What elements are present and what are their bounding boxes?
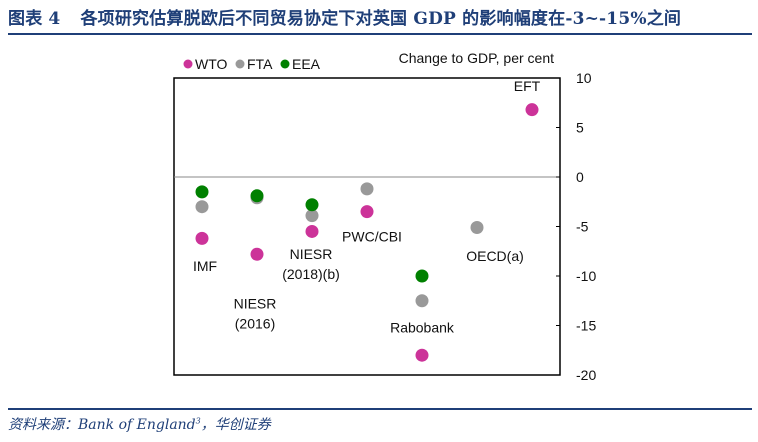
study-label: EFT	[514, 78, 541, 94]
source-suffix: ，华创证券	[200, 417, 271, 433]
figure-number: 4	[48, 9, 61, 29]
y-axis-label: Change to GDP, per cent	[399, 50, 555, 66]
study-label: PWC/CBI	[342, 228, 402, 244]
study-label: OECD(a)	[466, 248, 524, 264]
source-prefix: 资料来源：	[8, 417, 78, 433]
legend-marker-eea	[280, 59, 290, 69]
point-wto	[415, 348, 429, 362]
legend-label-fta: FTA	[247, 56, 273, 72]
source-footnote: 3	[195, 416, 201, 426]
point-wto	[305, 224, 319, 238]
point-eea	[305, 198, 319, 212]
point-wto	[250, 247, 264, 261]
plot-frame	[173, 77, 561, 376]
y-tick-label: 5	[576, 120, 584, 136]
point-wto	[360, 205, 374, 219]
study-label: IMF	[193, 258, 217, 274]
point-fta	[415, 294, 429, 308]
study-label: NIESR	[234, 296, 277, 312]
title-divider	[8, 33, 752, 35]
point-fta	[470, 220, 484, 234]
point-eea	[250, 189, 264, 203]
point-wto	[525, 103, 539, 117]
study-label: Rabobank	[390, 319, 455, 335]
source-divider	[8, 408, 752, 410]
point-fta	[305, 209, 319, 223]
point-eea	[415, 269, 429, 283]
y-tick-label: -20	[576, 367, 596, 383]
figure-label: 图表	[8, 9, 43, 29]
study-label: (2018)(b)	[282, 266, 340, 282]
legend-marker-wto	[183, 59, 193, 69]
point-wto	[195, 231, 209, 245]
legend-label-wto: WTO	[195, 56, 228, 72]
point-fta	[360, 182, 374, 196]
y-tick-label: -10	[576, 268, 596, 284]
point-fta	[195, 200, 209, 214]
y-tick-label: -5	[576, 219, 589, 235]
study-label: NIESR	[290, 246, 333, 262]
point-eea	[195, 185, 209, 199]
figure-title-text: 各项研究估算脱欧后不同贸易协定下对英国 GDP 的影响幅度在-3~-15%之间	[80, 9, 682, 29]
y-tick-label: -15	[576, 318, 596, 334]
legend-label-eea: EEA	[292, 56, 321, 72]
y-tick-label: 10	[576, 70, 592, 86]
study-label: (2016)	[235, 316, 275, 332]
figure-title: 图表 4 各项研究估算脱欧后不同贸易协定下对英国 GDP 的影响幅度在-3~-15%…	[8, 4, 681, 29]
legend-marker-fta	[235, 59, 245, 69]
source-note: 资料来源：Bank of England3，华创证券	[8, 414, 271, 434]
y-tick-label: 0	[576, 169, 584, 185]
source-text: Bank of England	[78, 417, 196, 433]
